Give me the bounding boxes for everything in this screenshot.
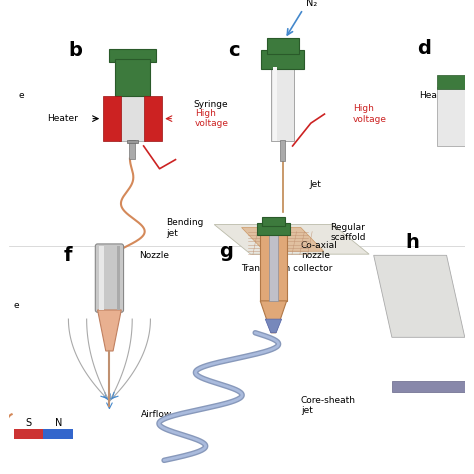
Text: c: c bbox=[228, 41, 239, 60]
Polygon shape bbox=[214, 225, 369, 254]
Bar bbox=[438, 87, 474, 146]
Bar bbox=[117, 246, 120, 310]
Text: Regular
scaffold: Regular scaffold bbox=[330, 223, 366, 242]
FancyBboxPatch shape bbox=[95, 244, 124, 312]
Text: h: h bbox=[406, 233, 419, 252]
Bar bbox=[271, 67, 294, 141]
Text: e: e bbox=[18, 91, 24, 100]
Bar bbox=[129, 139, 136, 159]
Text: Co-axial
nozzle: Co-axial nozzle bbox=[301, 241, 337, 260]
Text: Jet: Jet bbox=[310, 180, 322, 189]
Bar bbox=[392, 381, 465, 392]
Text: N₂: N₂ bbox=[306, 0, 318, 8]
Bar bbox=[144, 96, 162, 141]
Polygon shape bbox=[98, 310, 121, 351]
Text: High
voltage: High voltage bbox=[195, 109, 229, 128]
Bar bbox=[273, 67, 277, 141]
Bar bbox=[119, 93, 145, 141]
Bar bbox=[269, 233, 278, 301]
Text: Heater: Heater bbox=[47, 114, 79, 123]
Bar bbox=[43, 429, 73, 439]
Bar bbox=[127, 139, 137, 143]
Bar bbox=[109, 49, 156, 62]
Bar bbox=[261, 50, 304, 69]
Bar bbox=[14, 429, 43, 439]
Polygon shape bbox=[265, 319, 282, 333]
Text: Hea: Hea bbox=[419, 91, 437, 100]
Text: High
voltage: High voltage bbox=[353, 104, 387, 124]
Bar bbox=[266, 38, 299, 54]
Bar bbox=[99, 246, 103, 310]
Polygon shape bbox=[260, 233, 287, 301]
Text: N: N bbox=[55, 418, 62, 428]
Bar bbox=[115, 59, 149, 96]
Bar bbox=[438, 75, 474, 89]
Text: f: f bbox=[64, 246, 73, 265]
Text: Syringe: Syringe bbox=[193, 100, 228, 109]
Text: Nozzle: Nozzle bbox=[139, 251, 169, 260]
Text: d: d bbox=[417, 39, 431, 58]
Bar bbox=[262, 217, 285, 226]
Text: Bending
jet: Bending jet bbox=[166, 218, 204, 237]
Text: b: b bbox=[68, 41, 82, 60]
Text: Core-sheath
jet: Core-sheath jet bbox=[301, 396, 356, 415]
Polygon shape bbox=[374, 255, 465, 337]
Text: S: S bbox=[26, 418, 32, 428]
Text: e: e bbox=[14, 301, 19, 310]
Bar bbox=[280, 140, 285, 161]
Text: Translation collector: Translation collector bbox=[242, 264, 333, 273]
Polygon shape bbox=[242, 228, 324, 251]
Polygon shape bbox=[260, 301, 287, 333]
Bar bbox=[256, 223, 290, 235]
Text: Airflow: Airflow bbox=[141, 410, 173, 419]
Bar bbox=[102, 96, 121, 141]
Text: g: g bbox=[219, 242, 233, 261]
